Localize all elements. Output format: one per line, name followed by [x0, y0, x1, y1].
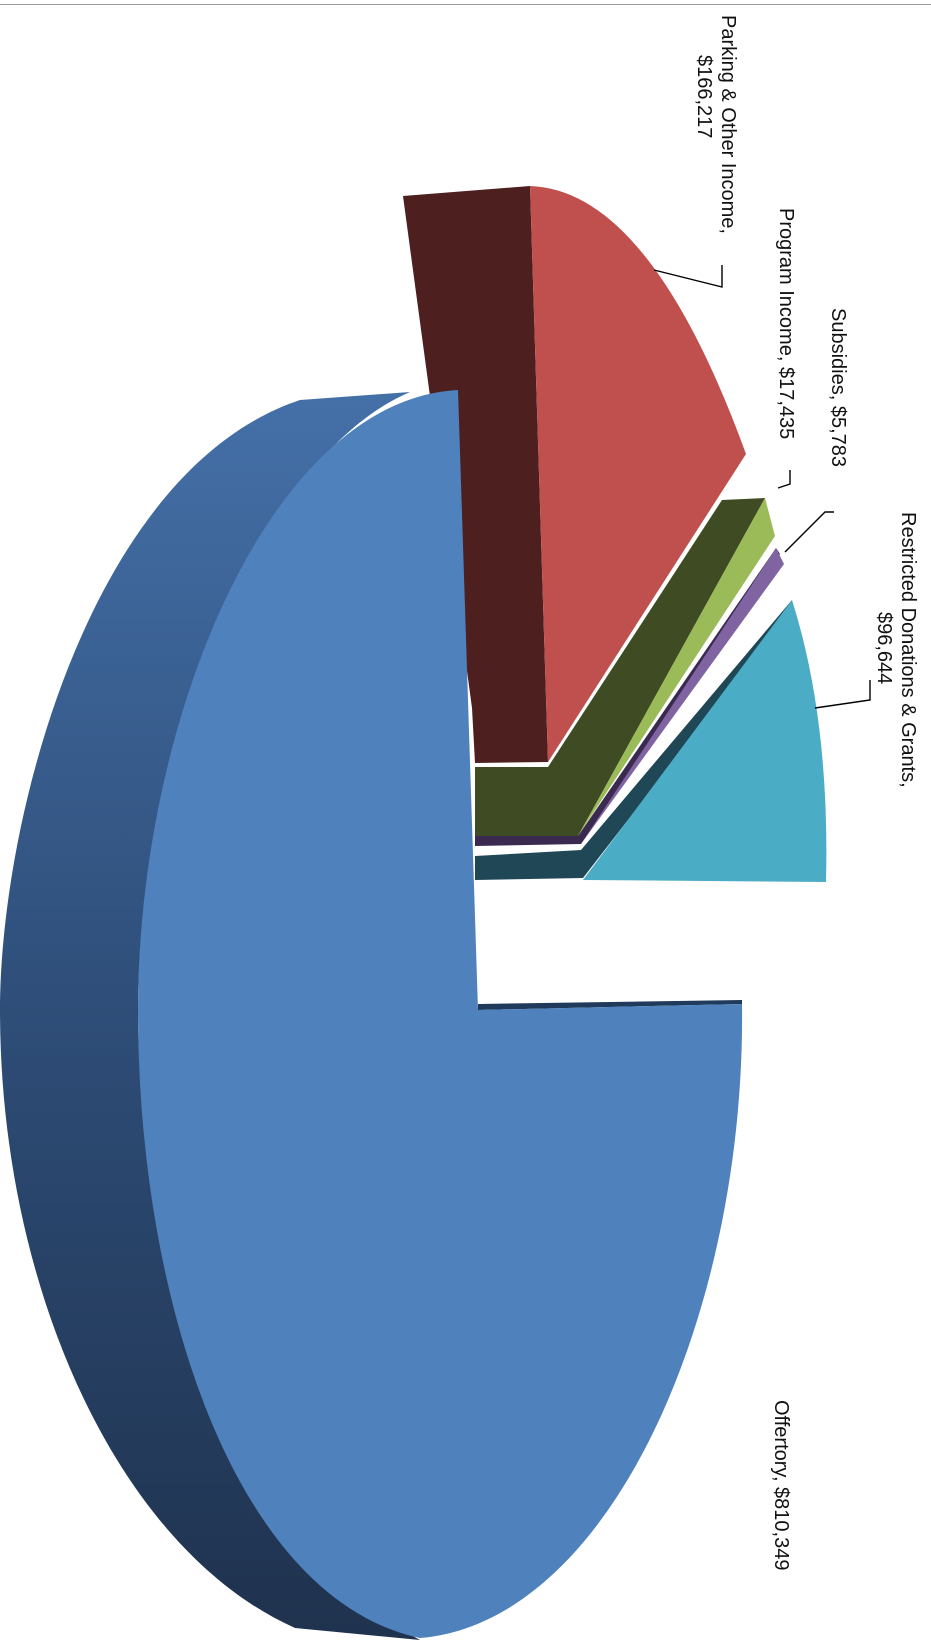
slice-offertory: Offertory, $810,349 — [0, 390, 792, 1640]
label-restricted-donations-grants: Restricted Donations & Grants, $96,644 — [873, 512, 919, 793]
label-offertory: Offertory, $810,349 — [770, 1400, 792, 1570]
label-subsidies: Subsidies, $5,783 — [827, 308, 849, 467]
slice-subsidies-top — [581, 548, 784, 844]
top-border-line — [0, 4, 931, 5]
slice-restricted-top — [583, 600, 827, 882]
label-program-income: Program Income, $17,435 — [775, 208, 797, 439]
leader-parking — [653, 265, 723, 288]
slice-offertory-cut-side — [478, 1000, 742, 1010]
slice-program-income: Program Income, $17,435 — [475, 208, 797, 838]
slice-restricted-donations-grants: Restricted Donations & Grants, $96,644 — [475, 512, 919, 882]
slice-offertory-top — [138, 390, 743, 1638]
slice-subsidies: Subsidies, $5,783 — [475, 308, 849, 846]
slice-program-top — [578, 498, 775, 836]
slice-program-side — [475, 498, 765, 838]
label-parking-other-income: Parking & Other Income, $166,217 — [693, 15, 739, 240]
slice-parking-side — [403, 186, 548, 763]
leader-subsidies — [784, 511, 834, 553]
leader-restricted — [814, 680, 871, 709]
leader-program — [777, 470, 791, 489]
slice-parking-top — [530, 186, 746, 762]
slice-offertory-side — [0, 392, 420, 1640]
slice-parking-other-income: Parking & Other Income, $166,217 — [403, 15, 746, 763]
